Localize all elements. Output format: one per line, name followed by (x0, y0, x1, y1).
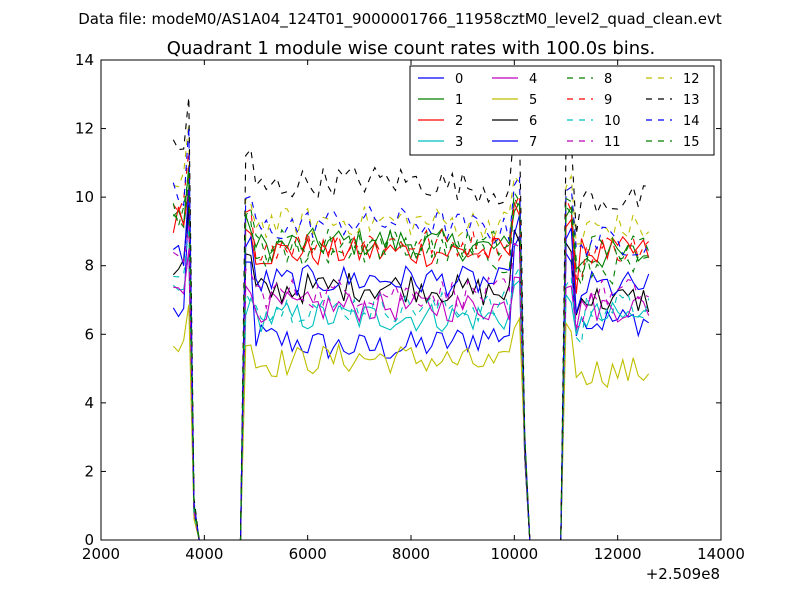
legend-label-3: 3 (455, 135, 463, 150)
legend-label-9: 9 (604, 93, 612, 108)
series-line-7 (172, 187, 650, 540)
series-line-5 (172, 304, 650, 540)
legend-label-2: 2 (455, 114, 463, 129)
suptitle: Data file: modeM0/AS1A04_124T01_90000017… (78, 10, 722, 29)
y-tick-label: 0 (84, 531, 94, 549)
series-line-14 (172, 126, 650, 540)
series-line-11 (172, 225, 649, 540)
x-tick-label: 10000 (490, 545, 538, 563)
x-offset-label: +2.509e8 (646, 565, 720, 583)
y-tick-label: 12 (75, 120, 94, 138)
y-tick-label: 14 (75, 51, 94, 69)
x-tick-label: 8000 (392, 545, 430, 563)
series-line-9 (172, 151, 650, 540)
y-tick-label: 6 (84, 325, 94, 343)
legend-label-1: 1 (455, 93, 463, 108)
series-line-8 (172, 177, 649, 540)
series-line-3 (172, 253, 649, 540)
x-tick-label: 4000 (185, 545, 223, 563)
legend-label-7: 7 (529, 135, 537, 150)
x-tick-label: 2000 (82, 545, 120, 563)
plot-series (172, 97, 650, 540)
chart-title: Quadrant 1 module wise count rates with … (167, 38, 656, 59)
legend-label-8: 8 (604, 72, 612, 87)
legend-label-11: 11 (604, 135, 621, 150)
legend-label-0: 0 (455, 72, 463, 87)
series-line-6 (172, 204, 650, 540)
x-tick-label: 14000 (697, 545, 745, 563)
legend-label-6: 6 (529, 114, 537, 129)
y-tick-label: 4 (84, 394, 94, 412)
x-tick-label: 12000 (594, 545, 642, 563)
legend-label-5: 5 (529, 93, 537, 108)
y-tick-label: 2 (84, 462, 94, 480)
legend-frame (409, 65, 715, 156)
legend-label-14: 14 (683, 114, 700, 129)
y-tick-label: 10 (75, 188, 94, 206)
legend-label-10: 10 (604, 114, 621, 129)
y-tick-label: 8 (84, 257, 94, 275)
legend-label-13: 13 (683, 93, 700, 108)
legend-label-12: 12 (683, 72, 700, 87)
x-axis: 2000 4000 6000 8000 10000 12000 14000 (82, 60, 745, 563)
legend-label-4: 4 (529, 72, 537, 87)
x-tick-label: 6000 (289, 545, 327, 563)
series-line-4 (173, 249, 650, 540)
legend-label-15: 15 (683, 135, 700, 150)
series-line-15 (172, 174, 650, 540)
series-line-0 (172, 203, 650, 540)
